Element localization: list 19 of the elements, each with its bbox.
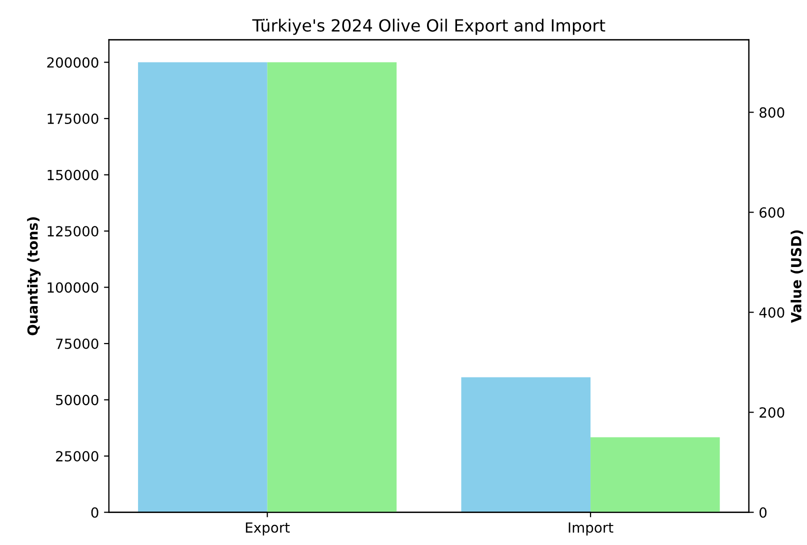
y2-tick-label: 400: [759, 307, 784, 318]
y2-axis-title: Value (USD): [790, 230, 804, 323]
y2-tick-label: 600: [760, 207, 784, 218]
y-tick-label: 50000: [56, 394, 98, 406]
y-tick-label: 150000: [48, 170, 98, 180]
y-tick-label: 0: [91, 507, 98, 518]
y2-tick-label: 800: [760, 107, 784, 118]
x-tick-label: Export: [246, 522, 290, 536]
y-tick-label: 200000: [47, 57, 98, 68]
y2-tick-label: 200: [760, 407, 784, 418]
y-tick-label: 100000: [48, 282, 98, 293]
y2-tick-label: 0: [760, 507, 767, 518]
chart-title: Türkiye's 2024 Olive Oil Export and Import: [252, 18, 606, 35]
y-tick-label: 75000: [56, 338, 98, 350]
y-tick-label: 125000: [48, 226, 98, 237]
y-axis-title: Quantity (tons): [27, 217, 41, 336]
y-tick-label: 25000: [56, 451, 98, 462]
x-tick-label: Import: [568, 522, 614, 536]
y-tick-label: 175000: [48, 114, 98, 124]
